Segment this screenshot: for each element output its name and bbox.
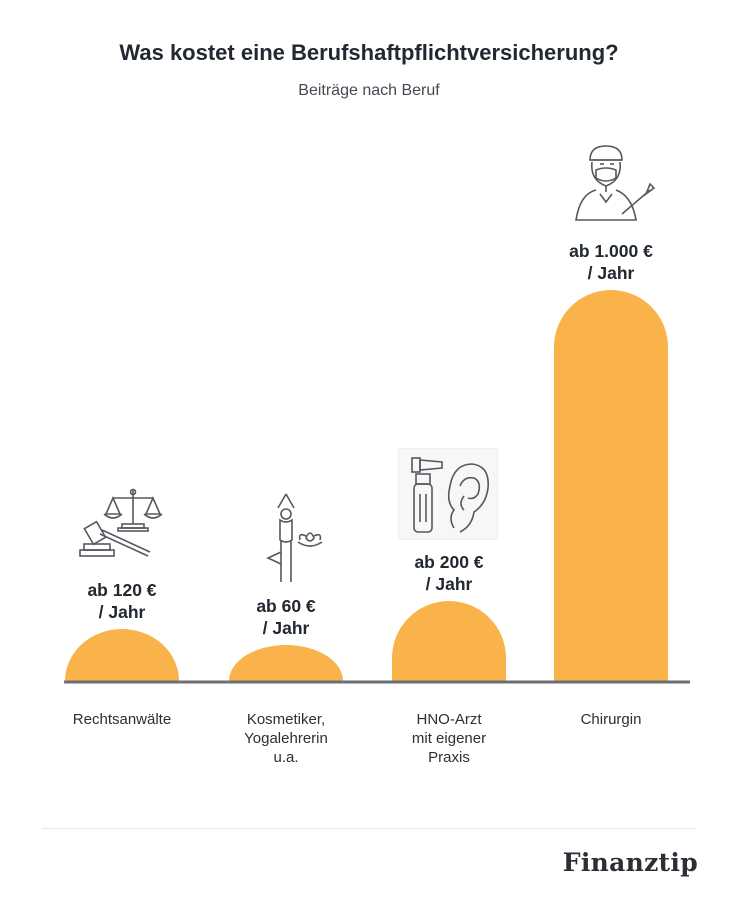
bar-0	[65, 629, 179, 681]
category-label-2: HNO-Arzt mit eigener Praxis	[411, 711, 487, 766]
chart-subtitle: Beiträge nach Beruf	[298, 82, 440, 99]
yoga-lotus-icon	[266, 493, 323, 582]
bar-3	[554, 290, 668, 681]
category-label-3: Chirurgin	[580, 711, 642, 728]
scales-gavel-icon	[79, 488, 163, 557]
value-label-2: ab 200 € / Jahr	[414, 552, 484, 594]
footer-divider	[42, 828, 696, 829]
value-label-0: ab 120 € / Jahr	[87, 580, 157, 622]
category-label-0: Rechtsanwälte	[72, 711, 172, 728]
otoscope-ear-icon	[398, 448, 498, 540]
value-label-1: ab 60 € / Jahr	[256, 596, 316, 638]
value-label-3: ab 1.000 € / Jahr	[569, 241, 653, 283]
bar-1	[229, 645, 343, 681]
chart-title: Was kostet eine Berufshaftpflichtversich…	[119, 40, 619, 65]
surgeon-scalpel-icon	[575, 145, 656, 221]
category-label-1: Kosmetiker, Yogalehrerin u.a.	[244, 711, 328, 766]
bar-chart	[64, 290, 690, 684]
bar-2	[392, 601, 506, 681]
brand-logo: Finanztip	[562, 848, 698, 877]
